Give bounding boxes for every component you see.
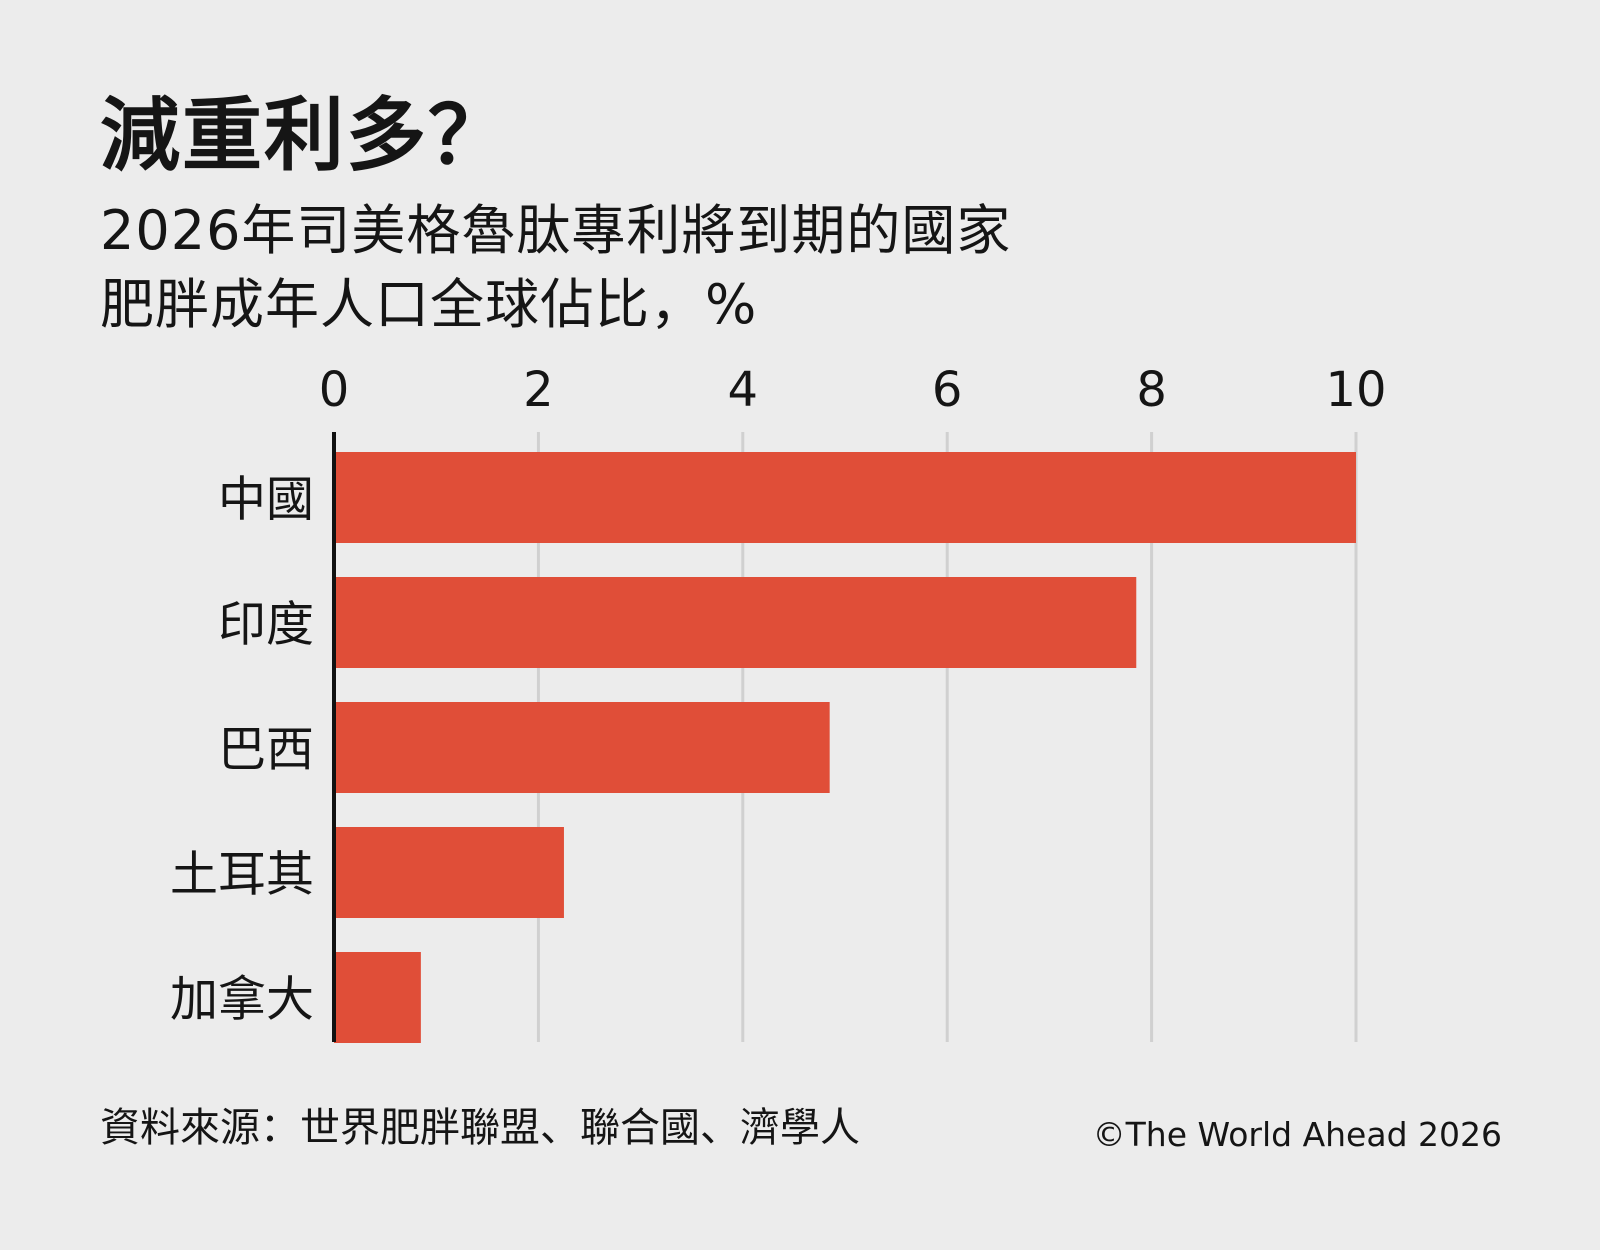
bar <box>334 452 1356 543</box>
x-tick-label: 6 <box>932 362 963 418</box>
bar <box>334 827 564 918</box>
x-tick-label: 2 <box>523 362 554 418</box>
chart-subtitle-line2: 肥胖成年人口全球佔比，% <box>100 273 758 336</box>
category-label: 土耳其 <box>170 847 314 903</box>
bar <box>334 702 830 793</box>
chart-subtitle-line1: 2026年司美格魯肽專利將到期的國家 <box>100 199 1012 262</box>
category-label: 印度 <box>218 597 314 653</box>
x-tick-labels: 0 2 4 6 8 10 <box>319 362 1387 418</box>
x-tick-label: 0 <box>319 362 350 418</box>
source-note: 資料來源：世界肥胖聯盟、聯合國、濟學人 <box>100 1105 860 1151</box>
category-label: 中國 <box>218 472 314 528</box>
category-label: 加拿大 <box>170 972 314 1028</box>
x-tick-label: 4 <box>728 362 759 418</box>
bar <box>334 577 1137 668</box>
x-tick-label: 10 <box>1325 362 1386 418</box>
category-label: 巴西 <box>218 722 314 778</box>
copyright-note: ©The World Ahead 2026 <box>1092 1115 1502 1154</box>
bars <box>334 452 1356 1043</box>
chart-title: 減重利多？ <box>100 89 510 182</box>
bar <box>334 952 421 1043</box>
x-tick-label: 8 <box>1136 362 1167 418</box>
